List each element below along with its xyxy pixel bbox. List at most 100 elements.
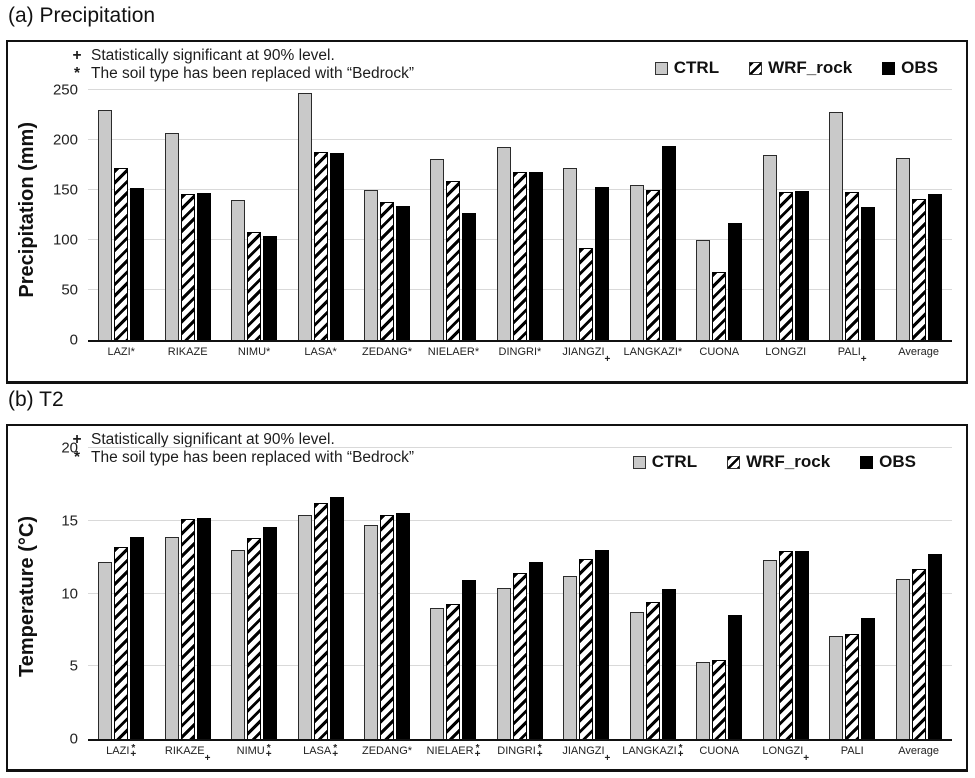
category-group: PALI (828, 448, 876, 757)
category-group: DINGRI* (496, 90, 544, 358)
legend-item-ctrl: CTRL (632, 452, 697, 472)
bar-ctrl (231, 200, 246, 340)
bar-obs (728, 223, 743, 340)
bar-wrf_rock (845, 634, 860, 739)
significance-marks: * + (474, 743, 481, 761)
legend-item-wrf-rock: WRF_rock (727, 452, 830, 472)
bar-obs (661, 589, 676, 739)
x-axis-label: LONGZI (765, 346, 807, 358)
bar-obs (528, 561, 543, 739)
bar-obs (263, 526, 278, 739)
annotation-significance: + Statistically significant at 90% level… (70, 47, 414, 65)
gridline (88, 89, 952, 90)
chart-b-panel: + Statistically significant at 90% level… (6, 424, 968, 772)
legend-label: WRF_rock (746, 452, 831, 471)
bar-wrf_rock (247, 232, 262, 340)
bar-obs (861, 618, 876, 739)
y-tick-label: 200 (52, 131, 78, 149)
bar-wrf_rock (380, 514, 395, 739)
bar-wrf_rock (446, 603, 461, 739)
legend-label: OBS (879, 452, 916, 471)
chart-a-plot-area: 0 50 100 150 200 250 LAZI* RIKAZE NIMU* LASA* ZEDA… (53, 82, 952, 365)
plus-submark: + (803, 753, 810, 765)
x-axis-label: NIMU* (237, 346, 271, 358)
y-tick-label: 50 (61, 281, 78, 299)
chart-b-plot-area: 0 5 10 15 20 LAZI * + RIKAZE+ NIMU * + LASA * + ZEDANG*… (61, 440, 952, 764)
category-group: Average (895, 448, 943, 757)
significance-marks: * + (536, 743, 543, 761)
y-tick-label: 5 (69, 657, 78, 675)
bar-ctrl (895, 578, 910, 739)
chart-b-annotations: + Statistically significant at 90% level… (70, 431, 414, 467)
bar-ctrl (829, 635, 844, 739)
legend-item-wrf-rock: WRF_rock (749, 58, 852, 78)
x-axis-label: JIANGZI+ (562, 346, 611, 366)
bar-ctrl (762, 560, 777, 739)
category-group: NIMU* (230, 90, 278, 358)
x-axis-label: CUONA (699, 346, 740, 358)
annotation-text: The soil type has been replaced with “Be… (91, 449, 415, 466)
legend-item-obs: OBS (860, 452, 916, 472)
x-axis-label: DINGRI* (498, 346, 542, 358)
bar-ctrl (364, 525, 379, 739)
bar-wrf_rock (247, 538, 262, 739)
category-group: CUONA (695, 90, 743, 358)
bar-wrf_rock (512, 573, 527, 739)
bar-obs (794, 191, 809, 340)
bar-wrf_rock (911, 568, 926, 739)
hatch-swatch-icon (727, 455, 741, 469)
bar-ctrl (762, 155, 777, 340)
bar-obs (130, 536, 145, 739)
bar-obs (329, 153, 344, 340)
bar-ctrl (98, 110, 113, 340)
legend-item-ctrl: CTRL (654, 58, 719, 78)
x-axis-label: PALI (840, 745, 864, 757)
obs-swatch-icon (860, 455, 874, 469)
x-axis-label: ZEDANG* (361, 346, 413, 358)
category-group: Average (895, 90, 943, 358)
category-group: JIANGZI+ (562, 448, 610, 764)
annotation-text: Statistically significant at 90% level. (91, 47, 335, 64)
bar-ctrl (164, 133, 179, 340)
bar-ctrl (164, 536, 179, 739)
bar-wrf_rock (712, 660, 727, 739)
category-group: DINGRI * + (496, 448, 544, 760)
bar-ctrl (364, 190, 379, 340)
category-group: ZEDANG* (362, 448, 412, 757)
plus-submark: + (604, 753, 611, 765)
bar-ctrl (563, 576, 578, 739)
bar-wrf_rock (180, 519, 195, 739)
bar-ctrl (496, 147, 511, 340)
y-tick-label: 100 (52, 231, 78, 249)
plus-marker: + (72, 47, 82, 64)
bar-wrf_rock (180, 194, 195, 340)
category-row: LAZI * + RIKAZE+ NIMU * + LASA * + ZEDANG* NIELAER *… (88, 448, 952, 764)
bar-ctrl (430, 159, 445, 340)
x-axis-label: NIELAER* (427, 346, 480, 358)
ctrl-swatch-icon (654, 61, 668, 75)
category-group: RIKAZE+ (164, 448, 212, 764)
bar-wrf_rock (114, 546, 129, 739)
chart-a-title: (a) Precipitation (8, 4, 156, 27)
chart-b-yaxis-title: Temperature (°C) (16, 516, 38, 677)
bar-obs (396, 513, 411, 739)
obs-swatch-icon (882, 61, 896, 75)
chart-b-title: (b) T2 (8, 388, 64, 411)
gridline (88, 519, 952, 521)
bar-wrf_rock (313, 152, 328, 340)
asterisk-marker: * (73, 449, 81, 466)
gridline (88, 447, 952, 448)
bar-obs (528, 172, 543, 340)
x-axis-label: NIELAER * + (426, 743, 481, 761)
bar-obs (462, 213, 477, 340)
x-axis-label: PALI+ (837, 346, 867, 366)
bar-ctrl (829, 112, 844, 340)
plus-marker: + (72, 431, 82, 448)
significance-marks: * + (130, 743, 137, 761)
bar-wrf_rock (512, 172, 527, 340)
significance-marks: * + (265, 743, 272, 761)
significance-marks: * + (332, 743, 339, 761)
y-tick-label: 150 (52, 181, 78, 199)
bar-ctrl (696, 661, 711, 739)
x-axis-label: Average (898, 745, 940, 757)
